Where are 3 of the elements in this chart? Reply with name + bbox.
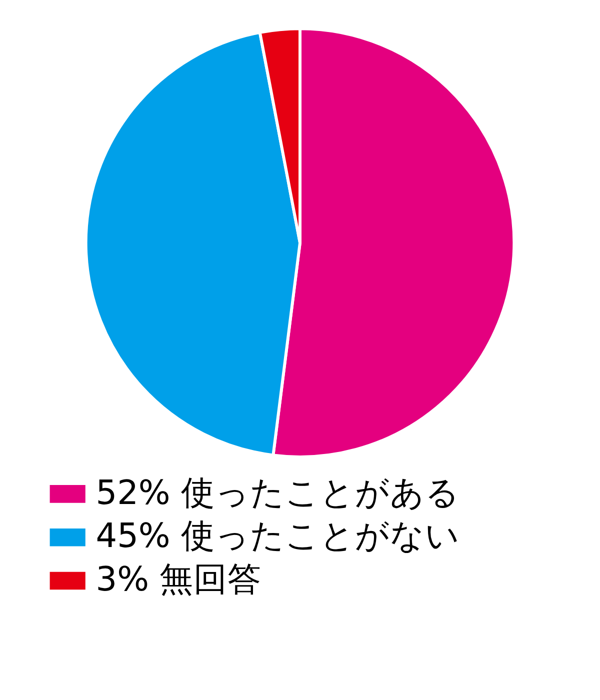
legend-label: 52% 使ったことがある: [96, 472, 460, 512]
legend-label: 45% 使ったことがない: [96, 516, 460, 556]
legend-label: 3% 無回答: [96, 560, 262, 599]
